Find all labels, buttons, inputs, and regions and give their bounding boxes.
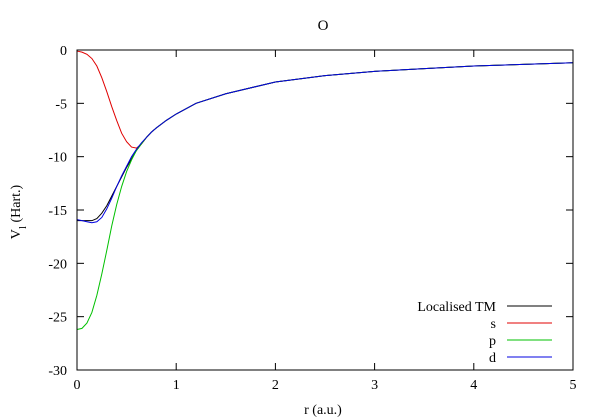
legend-label: p: [489, 334, 496, 349]
series-line-d: [76, 62, 574, 224]
y-axis-label-main: V: [9, 229, 24, 239]
x-axis-label: r (a.u.): [304, 403, 342, 418]
x-tick-label: 3: [371, 378, 378, 393]
legend-label: Localised TM: [417, 300, 496, 315]
plot-frame: [76, 49, 574, 371]
x-tick-label: 2: [272, 378, 279, 393]
y-axis-label-rest: (Hart.): [9, 184, 24, 226]
y-tick-label: -30: [48, 364, 67, 379]
y-tick-label: -5: [55, 97, 67, 112]
y-axis-label: Vl (Hart.): [9, 184, 29, 239]
x-tick-label: 0: [74, 378, 81, 393]
x-tick-label: 4: [470, 378, 477, 393]
x-tick-label: 5: [570, 378, 577, 393]
ticks-layer: 0 1 2 3 4 5 0 -5 -10 -15 -20 -25 -30: [48, 44, 576, 393]
legend: Localised TM spd: [417, 300, 552, 366]
series-layer: [76, 50, 574, 330]
chart-title: O: [318, 18, 329, 34]
y-tick-label: -20: [48, 257, 67, 272]
y-tick-label: -10: [48, 151, 67, 166]
series-line-p: [76, 62, 574, 330]
series-line-localised-tm: [77, 62, 574, 222]
legend-label: s: [491, 317, 496, 332]
x-tick-label: 1: [173, 378, 180, 393]
y-tick-label: -25: [48, 311, 67, 326]
y-tick-label: 0: [60, 44, 67, 59]
y-tick-label: -15: [48, 204, 67, 219]
y-axis-label-sub: l: [17, 226, 29, 229]
legend-label: d: [489, 351, 496, 366]
